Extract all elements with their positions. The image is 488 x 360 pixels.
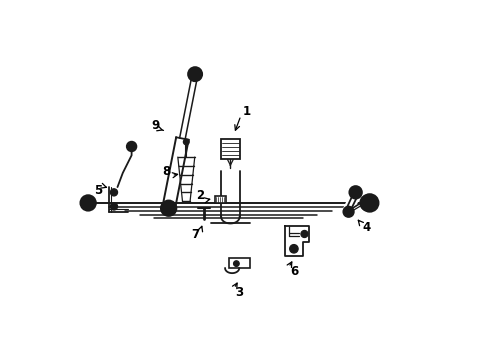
Circle shape bbox=[161, 201, 176, 216]
Bar bbox=[228, 258, 249, 268]
Circle shape bbox=[233, 261, 239, 266]
Bar bbox=[221, 139, 239, 159]
Circle shape bbox=[360, 195, 375, 211]
Circle shape bbox=[348, 186, 361, 199]
Bar bbox=[214, 195, 225, 203]
Circle shape bbox=[192, 71, 198, 77]
Text: 6: 6 bbox=[289, 265, 297, 278]
Text: 5: 5 bbox=[94, 184, 102, 197]
Text: 3: 3 bbox=[235, 287, 243, 300]
Text: 1: 1 bbox=[242, 105, 250, 118]
Text: 7: 7 bbox=[191, 228, 199, 241]
Circle shape bbox=[289, 244, 298, 253]
Text: 4: 4 bbox=[361, 221, 369, 234]
Text: 9: 9 bbox=[151, 119, 160, 132]
Circle shape bbox=[352, 189, 358, 195]
Circle shape bbox=[110, 189, 117, 196]
Text: 2: 2 bbox=[196, 189, 204, 202]
Text: 8: 8 bbox=[162, 165, 170, 178]
Circle shape bbox=[360, 194, 378, 212]
Circle shape bbox=[365, 199, 373, 207]
Circle shape bbox=[343, 207, 353, 217]
Circle shape bbox=[300, 230, 307, 238]
Circle shape bbox=[188, 67, 202, 81]
Circle shape bbox=[126, 141, 136, 152]
Circle shape bbox=[165, 205, 172, 212]
Circle shape bbox=[84, 199, 91, 206]
Circle shape bbox=[364, 199, 371, 206]
Circle shape bbox=[110, 203, 117, 210]
Circle shape bbox=[80, 195, 96, 211]
Circle shape bbox=[346, 209, 350, 214]
Circle shape bbox=[183, 139, 189, 145]
